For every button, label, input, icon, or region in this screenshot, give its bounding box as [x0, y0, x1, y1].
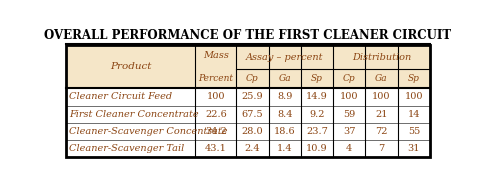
- Text: Distribution: Distribution: [352, 52, 411, 62]
- Bar: [66, 106, 430, 123]
- Text: 4: 4: [346, 144, 352, 153]
- Text: 55: 55: [408, 127, 420, 136]
- Text: Cp: Cp: [343, 74, 356, 83]
- Text: 100: 100: [372, 93, 391, 101]
- Text: 14: 14: [408, 110, 420, 119]
- Text: Ga: Ga: [278, 74, 291, 83]
- Text: 8.4: 8.4: [277, 110, 292, 119]
- Text: 72: 72: [375, 127, 388, 136]
- Text: Cleaner-Scavenger Concentrate: Cleaner-Scavenger Concentrate: [69, 127, 227, 136]
- Text: 28.0: 28.0: [242, 127, 263, 136]
- Text: Sp: Sp: [311, 74, 323, 83]
- Text: Cp: Cp: [246, 74, 258, 83]
- Text: 37: 37: [343, 127, 355, 136]
- Text: Cleaner-Scavenger Tail: Cleaner-Scavenger Tail: [69, 144, 184, 153]
- Text: 14.9: 14.9: [306, 93, 328, 101]
- Bar: [66, 140, 430, 157]
- Text: 34.2: 34.2: [205, 127, 227, 136]
- Text: 1.4: 1.4: [277, 144, 292, 153]
- Bar: [66, 123, 430, 140]
- Text: 43.1: 43.1: [205, 144, 227, 153]
- Text: 23.7: 23.7: [306, 127, 328, 136]
- Text: 100: 100: [340, 93, 359, 101]
- Text: 22.6: 22.6: [205, 110, 227, 119]
- Text: 31: 31: [408, 144, 420, 153]
- Text: 21: 21: [375, 110, 388, 119]
- Text: Ga: Ga: [375, 74, 388, 83]
- Text: Product: Product: [110, 62, 151, 71]
- Text: Assay – percent: Assay – percent: [246, 52, 323, 62]
- Text: Cleaner Circuit Feed: Cleaner Circuit Feed: [69, 93, 172, 101]
- Bar: [66, 45, 430, 157]
- Text: 100: 100: [405, 93, 423, 101]
- Text: First Cleaner Concentrate: First Cleaner Concentrate: [69, 110, 199, 119]
- Bar: [66, 88, 430, 106]
- Text: 59: 59: [343, 110, 355, 119]
- Text: 7: 7: [378, 144, 385, 153]
- Text: 9.2: 9.2: [309, 110, 325, 119]
- Text: 100: 100: [207, 93, 225, 101]
- Text: 2.4: 2.4: [244, 144, 260, 153]
- Bar: [66, 69, 430, 88]
- Bar: [66, 45, 430, 69]
- Text: Sp: Sp: [408, 74, 420, 83]
- Text: OVERALL PERFORMANCE OF THE FIRST CLEANER CIRCUIT: OVERALL PERFORMANCE OF THE FIRST CLEANER…: [45, 29, 452, 42]
- Text: Mass: Mass: [203, 51, 229, 60]
- Text: 18.6: 18.6: [274, 127, 295, 136]
- Text: 8.9: 8.9: [277, 93, 292, 101]
- Text: 67.5: 67.5: [242, 110, 263, 119]
- Text: 25.9: 25.9: [242, 93, 263, 101]
- Text: Percent: Percent: [198, 74, 233, 83]
- Text: 10.9: 10.9: [306, 144, 328, 153]
